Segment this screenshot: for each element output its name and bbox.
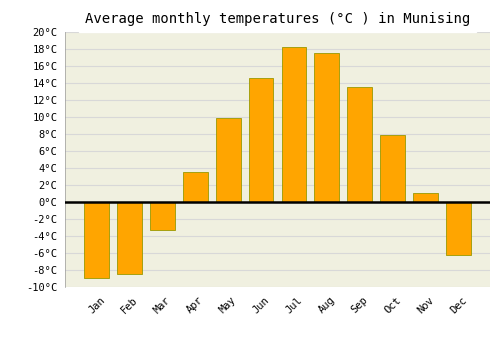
Bar (348, 87, 372, 202)
Bar (314, 53, 339, 202)
Bar (183, 172, 208, 202)
Bar (216, 118, 240, 202)
Bar (84, 202, 109, 279)
Bar (282, 47, 306, 202)
Bar (380, 135, 405, 202)
Bar (117, 202, 142, 274)
Bar (150, 202, 174, 230)
Bar (413, 193, 438, 202)
Title: Average monthly temperatures (°C ) in Munising: Average monthly temperatures (°C ) in Mu… (85, 12, 470, 26)
Bar (446, 202, 470, 255)
Bar (248, 78, 274, 202)
